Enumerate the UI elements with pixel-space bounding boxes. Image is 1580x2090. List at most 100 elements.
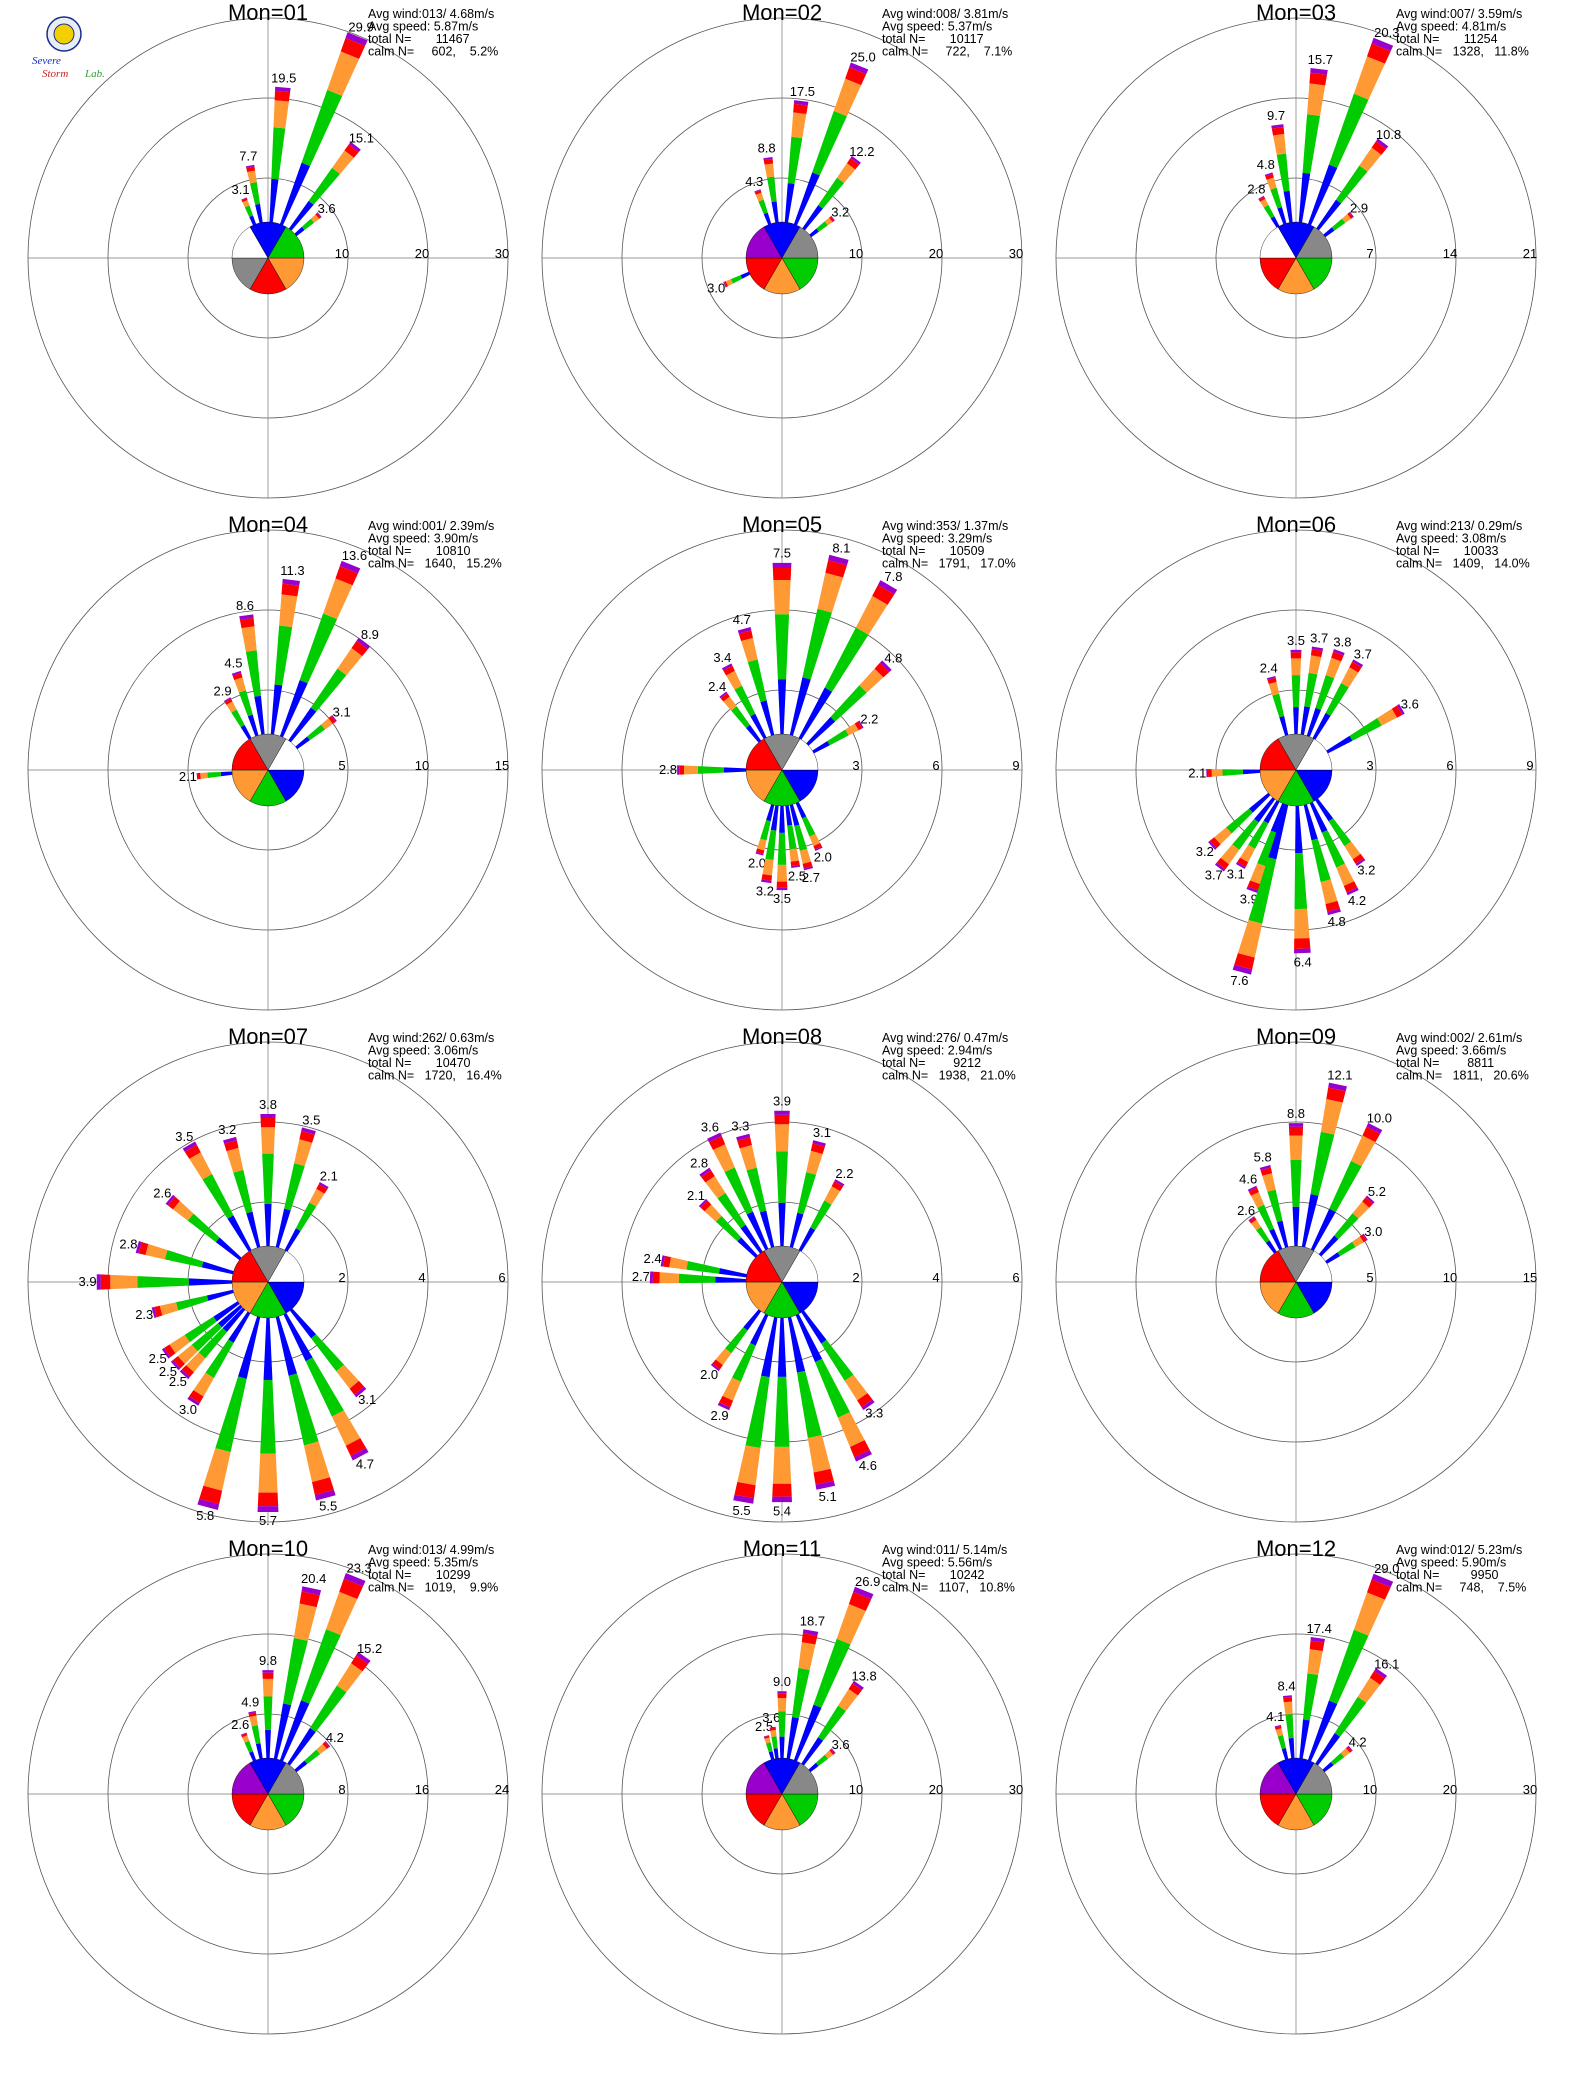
wind-bar-segment [704, 1204, 722, 1222]
bar-value-label: 9.7 [1267, 108, 1285, 123]
wind-bar-segment [224, 698, 233, 705]
ring-tick-label: 9 [1526, 758, 1533, 773]
bar-value-label: 7.5 [773, 546, 791, 561]
wind-bar-segment [701, 1170, 715, 1183]
wind-bar-segment [1359, 147, 1382, 172]
wind-bar-segment [817, 572, 844, 613]
wind-bar-segment [850, 155, 861, 165]
wind-bar-segment [231, 670, 242, 676]
wind-bar-segment [255, 203, 263, 224]
wind-bar-segment [761, 874, 773, 881]
wind-bar-segment [747, 659, 767, 703]
panel-title: Mon=03 [1256, 0, 1336, 25]
wind-bar-segment [677, 765, 680, 775]
ring-tick-label: 30 [1009, 1782, 1023, 1797]
wind-bar-segment [246, 166, 256, 173]
wind-bar-segment [769, 1727, 776, 1731]
wind-bar-segment [806, 1150, 823, 1175]
wind-bar-segment [1265, 173, 1274, 180]
wind-bar-segment [879, 660, 892, 673]
wind-bar-segment [802, 861, 813, 869]
bar-value-label: 3.7 [1354, 646, 1372, 661]
wind-bar-segment [245, 164, 255, 169]
wind-bar-segment [1362, 1126, 1381, 1143]
wind-bar-segment [351, 640, 368, 657]
wind-bar-segment [779, 1736, 785, 1759]
ring-tick-label: 9 [1012, 758, 1019, 773]
bar-value-label: 20.3 [1374, 25, 1399, 40]
wind-bar-segment [791, 112, 807, 139]
wind-bar-segment [1214, 862, 1226, 872]
calm-pie-slice [1295, 1250, 1333, 1283]
wind-bar-segment [1260, 198, 1269, 208]
svg-text:Storm: Storm [42, 68, 68, 80]
wind-bar-segment [806, 716, 836, 746]
bar-value-label: 9.0 [773, 1674, 791, 1689]
wind-bar-segment [1325, 657, 1342, 679]
wind-bar-segment [269, 178, 279, 223]
wind-bar-segment [288, 707, 317, 743]
wind-bar-segment [852, 1680, 864, 1691]
wind-bar-segment [322, 1741, 330, 1750]
calm-pie-slice [1295, 1762, 1333, 1795]
bar-value-label: 4.2 [1348, 893, 1366, 908]
wind-bar-segment [274, 625, 293, 686]
wind-bar-segment [1283, 190, 1293, 223]
bar-value-label: 2.4 [644, 1251, 662, 1266]
bar-value-label: 3.0 [179, 1402, 197, 1417]
wind-bar-segment [723, 281, 729, 288]
wind-bar-segment [745, 1375, 770, 1448]
wind-bar-segment [809, 228, 819, 238]
ring-tick-label: 10 [335, 246, 349, 261]
wind-bar-segment [241, 198, 248, 203]
stats-line-total: total N= 10509 [882, 544, 985, 558]
wind-bar-segment [1346, 887, 1359, 896]
wind-bar-segment [1249, 1217, 1257, 1224]
bar-value-label: 29.0 [1374, 1561, 1399, 1576]
bar-value-label: 9.8 [259, 1653, 277, 1668]
wind-bar-segment [1310, 1208, 1336, 1251]
wind-bar-segment [787, 1316, 806, 1373]
wind-bar-segment [759, 1210, 775, 1248]
bar-value-label: 8.4 [1278, 1679, 1296, 1694]
wind-bar-segment [1353, 1592, 1385, 1636]
wind-bar-segment [1288, 1126, 1304, 1136]
wind-bar-segment [1320, 879, 1338, 905]
bar-value-label: 5.2 [1368, 1184, 1386, 1199]
wind-bar-segment [1248, 857, 1277, 924]
wind-bar-segment [712, 1359, 723, 1370]
wind-bar-segment [787, 825, 797, 850]
wind-bar-segment [1276, 153, 1290, 192]
wind-bar-segment [310, 668, 347, 712]
ring-tick-label: 6 [498, 1270, 505, 1285]
wind-bar-segment [1352, 659, 1364, 668]
wind-bar-segment [1232, 818, 1259, 850]
bar-value-label: 12.1 [1327, 1068, 1352, 1083]
wind-bar-segment [1330, 1752, 1345, 1766]
bar-value-label: 5.5 [319, 1499, 337, 1514]
wind-bar-segment [283, 1312, 313, 1362]
wind-bar-segment [723, 281, 727, 288]
bar-value-label: 3.0 [707, 281, 725, 296]
bar-value-label: 3.7 [1310, 630, 1328, 645]
wind-bar-segment [188, 1278, 233, 1286]
wind-bar-segment [717, 1192, 746, 1229]
wind-bar-segment [861, 1399, 875, 1411]
bar-value-label: 2.7 [802, 870, 820, 885]
stats-line-total: total N= 10117 [882, 32, 984, 46]
wind-bar-segment [213, 1301, 240, 1322]
wind-bar-segment [1371, 141, 1387, 155]
bar-value-label: 2.1 [320, 1169, 338, 1184]
wind-bar-segment [301, 1629, 341, 1704]
wind-bar-segment [1306, 707, 1321, 737]
wind-bar-segment [301, 218, 315, 231]
bar-value-label: 8.8 [758, 141, 776, 156]
bar-value-label: 3.6 [832, 1737, 850, 1752]
ring-tick-label: 6 [1446, 758, 1453, 773]
bar-value-label: 15.2 [357, 1641, 382, 1656]
wind-bar-segment [201, 1261, 234, 1275]
bar-value-label: 5.8 [1254, 1150, 1272, 1165]
wind-bar-segment [738, 630, 753, 642]
wind-bar-segment [354, 1386, 367, 1398]
